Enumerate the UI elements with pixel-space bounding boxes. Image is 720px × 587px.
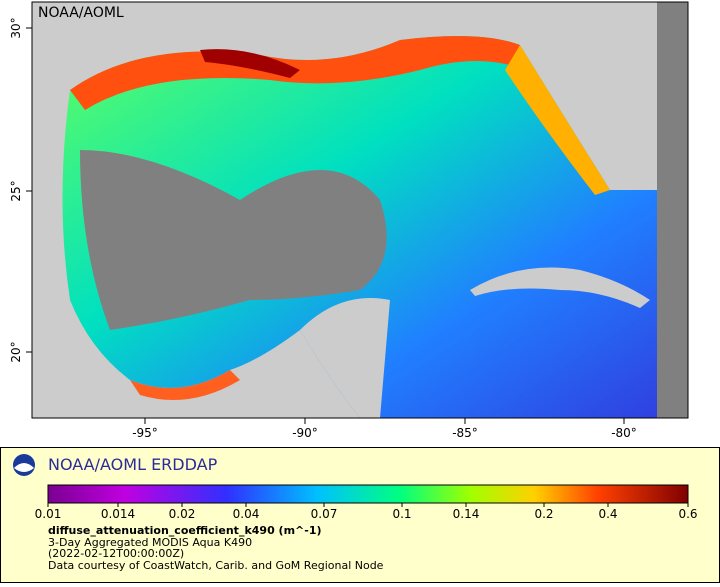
yucatan — [300, 298, 390, 418]
legend-title: NOAA/AOML ERDDAP — [48, 455, 218, 474]
variable: diffuse_attenuation_coefficient_k490 (m^… — [48, 524, 322, 537]
colorbar-tick-label: 0.02 — [169, 507, 196, 521]
colorbar-tick-label: 0.04 — [233, 507, 260, 521]
lat-tick-label: 30° — [9, 17, 23, 38]
colorbar-tick-label: 0.07 — [311, 507, 338, 521]
lat-tick-label: 20° — [9, 341, 23, 362]
credit: Data courtesy of CoastWatch, Carib. and … — [48, 559, 384, 572]
lat-tick-label: 25° — [9, 180, 23, 201]
colorbar — [47, 484, 689, 504]
colorbar-tick-label: 0.4 — [598, 507, 617, 521]
colorbar-tick-label: 0.6 — [678, 507, 697, 521]
colorbar-tick-label: 0.014 — [101, 507, 135, 521]
cuba — [470, 267, 650, 308]
lon-tick-label: -80° — [611, 426, 637, 440]
colorbar-tick-label: 0.14 — [453, 507, 480, 521]
south-coast-high — [130, 370, 240, 400]
dataset: 3-Day Aggregated MODIS Aqua K490 — [48, 536, 252, 549]
lon-tick-label: -85° — [452, 426, 478, 440]
noaa-logo-bird — [14, 463, 34, 472]
watermark: NOAA/AOML — [38, 5, 124, 21]
florida-coast — [505, 45, 610, 195]
no-data-strip — [657, 2, 688, 418]
colorbar-tick-label: 0.01 — [35, 507, 62, 521]
legend-panel — [0, 447, 720, 583]
time: (2022-02-12T00:00:00Z) — [48, 547, 184, 560]
map-frame — [31, 1, 689, 419]
colorbar-tick-label: 0.1 — [392, 507, 411, 521]
lon-tick-label: -90° — [292, 426, 318, 440]
lon-tick-label: -95° — [132, 426, 158, 440]
colorbar-tick-label: 0.2 — [534, 507, 553, 521]
no-data — [80, 150, 387, 330]
delta-peak — [200, 49, 300, 78]
